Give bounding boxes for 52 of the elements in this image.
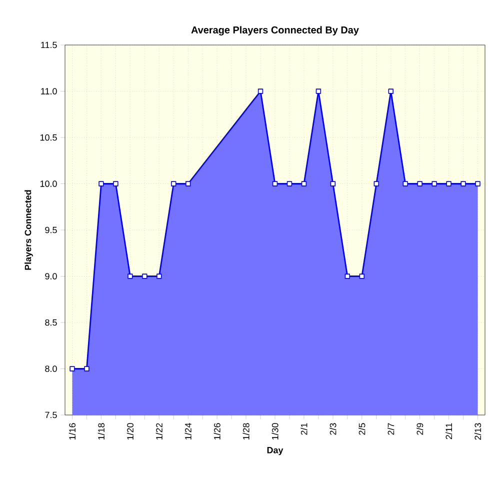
chart-title: Average Players Connected By Day (191, 26, 359, 36)
point (402, 181, 408, 186)
point (316, 88, 322, 94)
y-tick-label: 8.5 (45, 319, 57, 326)
point (142, 274, 148, 279)
point (432, 181, 437, 186)
point (475, 181, 480, 186)
x-tick-label: 1/18 (98, 423, 105, 440)
point (460, 181, 466, 186)
x-tick-label: 2/13 (474, 423, 482, 440)
point (113, 181, 118, 186)
point (128, 274, 133, 279)
y-tick-label: 11.0 (41, 88, 57, 94)
x-tick-label: 1/28 (242, 423, 250, 440)
point (186, 181, 191, 186)
point (446, 181, 452, 186)
x-tick-label: 2/7 (388, 423, 394, 435)
y-tick-label: 7.5 (45, 412, 57, 418)
point (70, 366, 75, 372)
point (417, 181, 422, 186)
y-tick-label: 11.5 (41, 42, 57, 48)
x-tick-label: 1/30 (272, 423, 278, 440)
point (286, 181, 292, 186)
point (301, 181, 307, 186)
y-tick-label: 9.0 (45, 273, 57, 280)
x-tick-label: 2/9 (416, 423, 424, 435)
point (330, 181, 336, 186)
point (272, 181, 278, 186)
point (359, 274, 364, 279)
x-tick-label: 1/24 (184, 423, 192, 440)
point (258, 88, 264, 94)
point (171, 181, 176, 186)
x-tick-label: 2/3 (330, 423, 336, 435)
x-tick-label: 1/20 (126, 423, 134, 440)
y-tick-label: 10.5 (40, 134, 57, 141)
y-tick-label: 10.0 (40, 180, 57, 187)
y-axis-title: Players Connected (24, 190, 33, 270)
x-tick-label: 1/22 (156, 423, 162, 440)
x-tick-label: 2/1 (300, 423, 308, 435)
point (156, 274, 162, 279)
point (374, 181, 379, 186)
x-tick-label: 2/11 (446, 423, 452, 440)
y-tick-label: 8.0 (45, 366, 57, 372)
x-tick-label: 1/16 (68, 423, 76, 440)
y-tick-label: 9.5 (45, 226, 57, 234)
point (344, 274, 350, 279)
x-axis-title: Day (267, 447, 284, 456)
point (388, 88, 394, 94)
point (98, 181, 104, 186)
x-tick-label: 1/26 (214, 423, 220, 440)
point (84, 366, 90, 372)
x-tick-label: 2/5 (358, 423, 366, 435)
